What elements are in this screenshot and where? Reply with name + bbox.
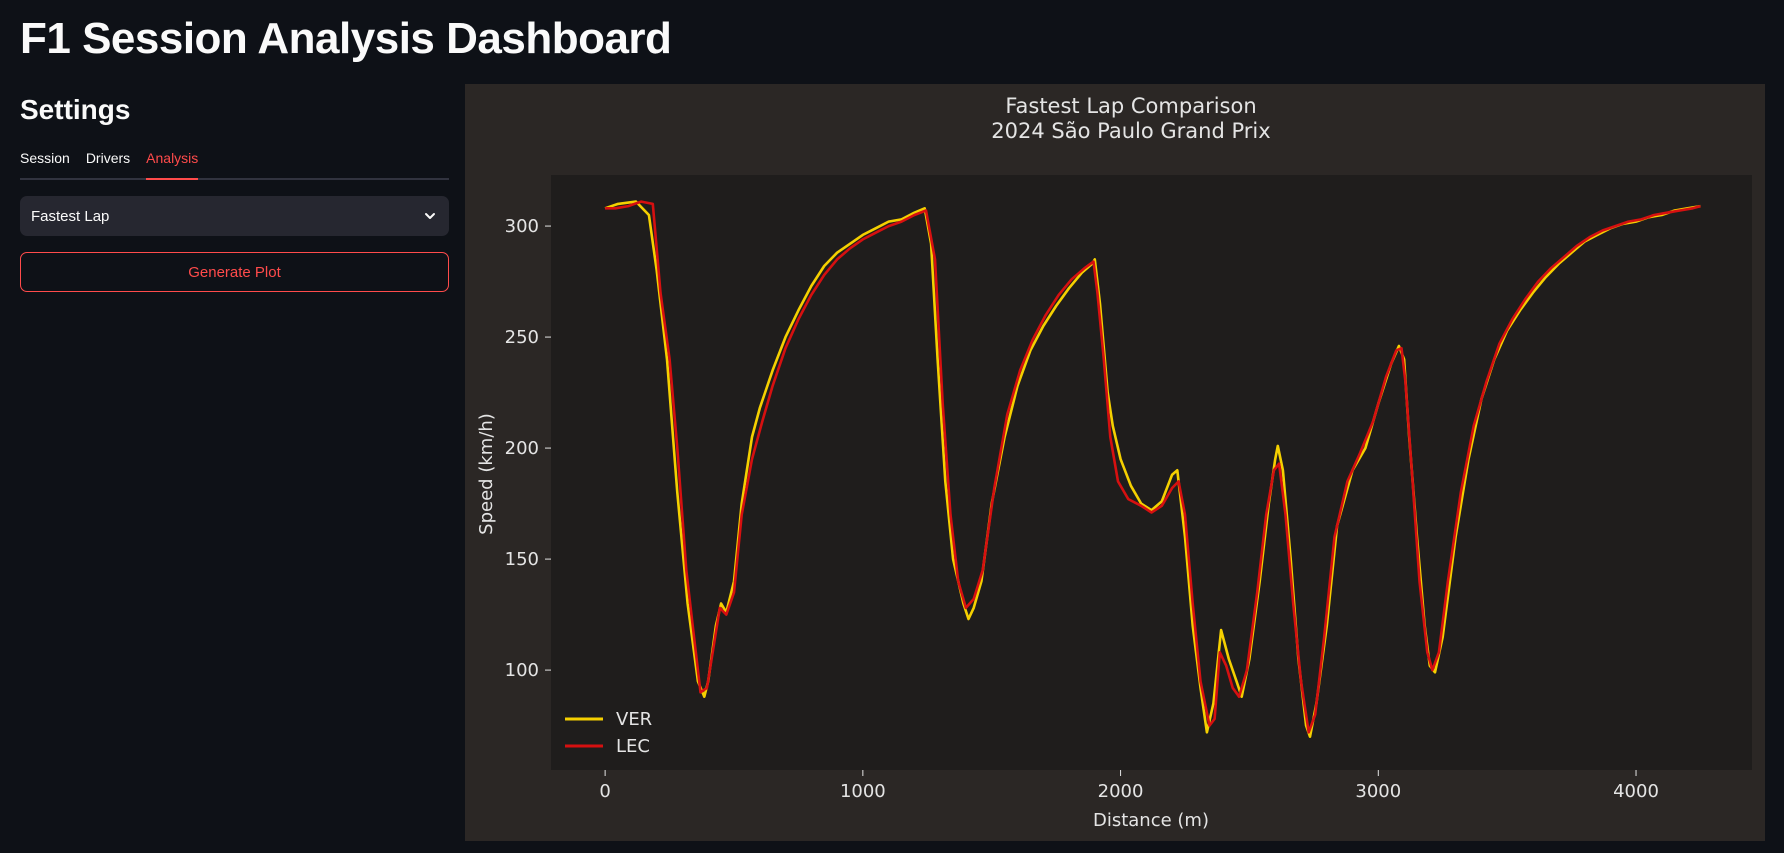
- series-line-ver: [604, 200, 1701, 739]
- tab-analysis[interactable]: Analysis: [146, 148, 199, 180]
- legend-label-lec: LEC: [616, 736, 650, 757]
- tab-session[interactable]: Session: [20, 150, 70, 166]
- select-value: Fastest Lap: [31, 207, 110, 225]
- x-tick-label: 0: [599, 781, 610, 802]
- speed-comparison-chart: Fastest Lap Comparison 2024 São Paulo Gr…: [476, 94, 1752, 831]
- series-line-lec: [605, 200, 1701, 734]
- chart-subtitle: 2024 São Paulo Grand Prix: [991, 119, 1270, 143]
- y-tick-label: 300: [505, 216, 539, 237]
- x-tick-label: 4000: [1613, 781, 1659, 802]
- y-axis-label: Speed (km/h): [476, 413, 497, 535]
- analysis-type-select[interactable]: Fastest Lap: [20, 196, 449, 236]
- x-tick-label: 1000: [840, 781, 886, 802]
- tab-bar: Session Drivers Analysis: [20, 148, 449, 180]
- plot-area: [551, 175, 1752, 770]
- x-tick-label: 2000: [1098, 781, 1144, 802]
- tab-drivers[interactable]: Drivers: [85, 150, 131, 166]
- chevron-down-icon: [425, 213, 435, 219]
- y-tick-label: 200: [505, 438, 539, 459]
- legend-label-ver: VER: [616, 709, 652, 730]
- page-title: F1 Session Analysis Dashboard: [20, 14, 672, 63]
- x-axis-label: Distance (m): [1093, 810, 1209, 831]
- y-tick-label: 150: [505, 549, 539, 570]
- axis-ticks: 0 1000 2000 3000 4000 100 150 200 250 300: [505, 216, 1659, 802]
- settings-title: Settings: [20, 94, 131, 125]
- series-lines: [604, 200, 1701, 739]
- chart-panel: Fastest Lap Comparison 2024 São Paulo Gr…: [465, 84, 1765, 841]
- x-tick-label: 3000: [1355, 781, 1401, 802]
- y-tick-label: 250: [505, 327, 539, 348]
- generate-plot-button[interactable]: Generate Plot: [20, 252, 449, 292]
- chart-title: Fastest Lap Comparison: [1005, 94, 1256, 118]
- settings-sidebar: Settings Session Drivers Analysis Fastes…: [20, 84, 449, 292]
- chart-legend: VER LEC: [565, 709, 652, 757]
- y-tick-label: 100: [505, 660, 539, 681]
